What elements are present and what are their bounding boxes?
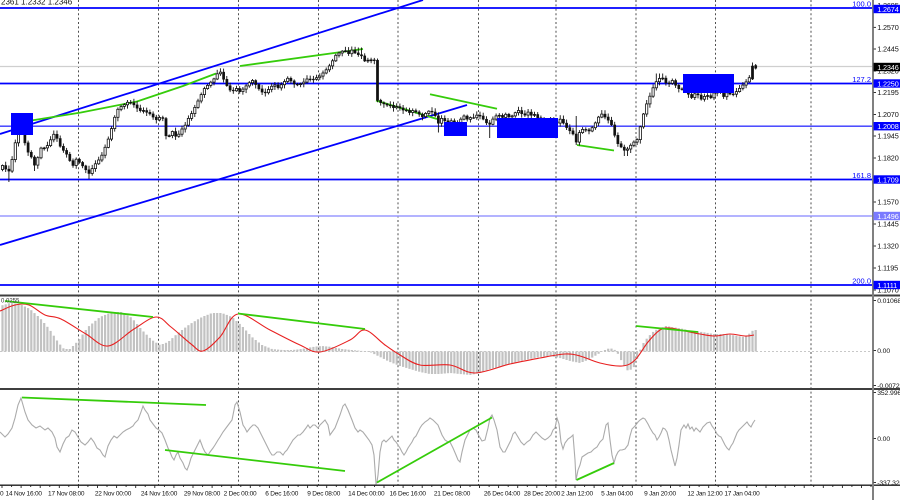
svg-text:1.1320: 1.1320	[877, 242, 899, 251]
svg-text:21 Dec 08:00: 21 Dec 08:00	[434, 491, 471, 498]
svg-text:0.00: 0.00	[877, 348, 890, 355]
svg-text:1.2674: 1.2674	[877, 5, 899, 14]
svg-text:1.1820: 1.1820	[877, 154, 899, 163]
svg-text:0.0255: 0.0255	[1, 299, 20, 305]
svg-text:1.1111: 1.1111	[877, 281, 897, 290]
svg-text:1.1945: 1.1945	[877, 132, 899, 141]
svg-text:1.2070: 1.2070	[877, 110, 899, 119]
svg-text:17 Jan 04:00: 17 Jan 04:00	[724, 491, 760, 498]
svg-text:2361 1.2332 1.2346: 2361 1.2332 1.2346	[1, 0, 73, 7]
svg-text:9 Dec 08:00: 9 Dec 08:00	[307, 491, 340, 498]
svg-text:1.2346: 1.2346	[877, 63, 899, 72]
svg-text:1.2008: 1.2008	[877, 122, 899, 131]
svg-text:12 Jan 12:00: 12 Jan 12:00	[687, 491, 723, 498]
svg-text:2 Jan 12:00: 2 Jan 12:00	[561, 491, 593, 498]
svg-text:6 Dec 16:00: 6 Dec 16:00	[265, 491, 298, 498]
svg-text:1.2195: 1.2195	[877, 88, 899, 97]
svg-text:1.1070: 1.1070	[877, 286, 899, 295]
svg-text:28 Dec 20:00: 28 Dec 20:00	[524, 491, 561, 498]
svg-text:200.0: 200.0	[852, 277, 871, 286]
svg-text:26 Dec 04:00: 26 Dec 04:00	[484, 491, 521, 498]
svg-text:9 Jan 20:00: 9 Jan 20:00	[644, 491, 676, 498]
svg-text:0.00: 0.00	[877, 436, 890, 443]
svg-text:0: 0	[0, 491, 4, 498]
svg-text:1.1195: 1.1195	[877, 264, 898, 273]
svg-text:1.1709: 1.1709	[877, 175, 899, 184]
svg-text:24 Nov 16:00: 24 Nov 16:00	[141, 491, 178, 498]
svg-text:14 Dec 00:00: 14 Dec 00:00	[348, 491, 385, 498]
svg-text:14 Nov 16:00: 14 Nov 16:00	[6, 491, 43, 498]
svg-text:1.2570: 1.2570	[877, 23, 899, 32]
svg-text:1.1570: 1.1570	[877, 198, 899, 207]
svg-text:0.01068: 0.01068	[877, 298, 900, 305]
svg-text:1.2445: 1.2445	[877, 45, 899, 54]
svg-text:29 Nov 08:00: 29 Nov 08:00	[184, 491, 221, 498]
svg-text:1.1496: 1.1496	[877, 212, 899, 221]
svg-text:16 Dec 16:00: 16 Dec 16:00	[390, 491, 427, 498]
svg-text:-337.326: -337.326	[877, 480, 900, 487]
svg-text:161.8: 161.8	[852, 171, 871, 180]
svg-text:5 Jan 04:00: 5 Jan 04:00	[601, 491, 633, 498]
svg-text:352.9968: 352.9968	[877, 390, 900, 397]
svg-text:127.2: 127.2	[852, 75, 871, 84]
svg-text:1.1445: 1.1445	[877, 220, 899, 229]
svg-text:2 Dec 00:00: 2 Dec 00:00	[224, 491, 257, 498]
svg-text:100.0: 100.0	[852, 0, 871, 9]
svg-text:17 Nov 08:00: 17 Nov 08:00	[48, 491, 85, 498]
svg-text:-0.00722: -0.00722	[877, 383, 900, 390]
svg-text:1.2250: 1.2250	[877, 79, 899, 88]
svg-text:22 Nov 00:00: 22 Nov 00:00	[95, 491, 132, 498]
